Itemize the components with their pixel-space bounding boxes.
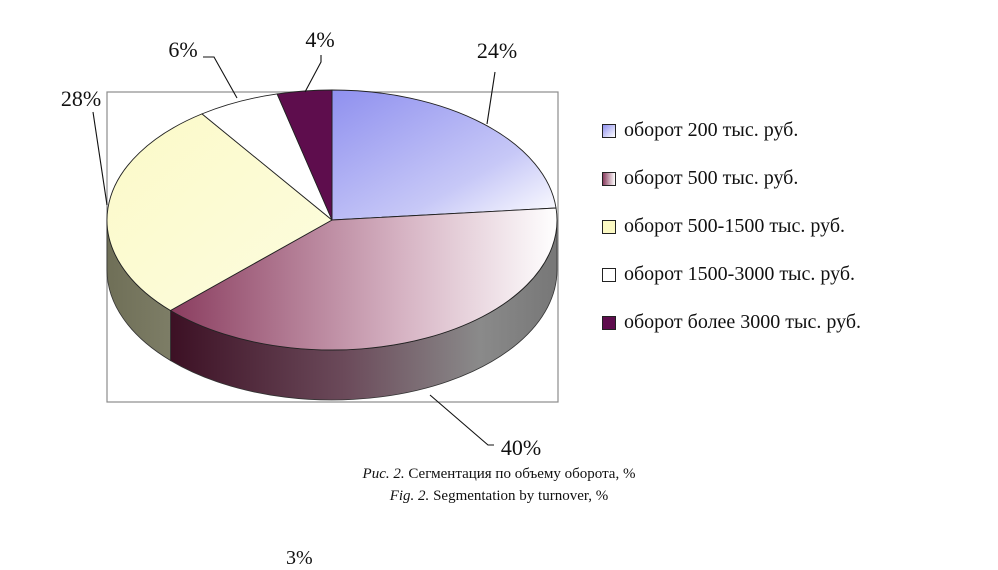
pie-data-label: 6% [168,37,197,62]
legend-item: оборот 1500-3000 тыс. руб. [602,260,861,308]
legend-label: оборот 200 тыс. руб. [624,119,799,141]
caption-prefix: Рис. 2. [362,466,405,482]
label-leader-line [92,111,108,206]
caption-text: Segmentation by turnover, % [433,488,609,504]
data-label-layer: 24% 40% 28% 6% 4% [61,27,541,460]
pie-slice [106,113,333,312]
figure-caption-en: Fig. 2. Segmentation by turnover, % [0,488,998,505]
caption-prefix: Fig. 2. [389,488,430,504]
legend-item: оборот 500-1500 тыс. руб. [602,212,861,260]
label-leader-line [304,55,322,93]
pie-slice [331,89,557,221]
pie-data-label: 4% [305,27,334,52]
pie-data-label: 24% [477,38,517,63]
caption-text: Сегментация по объему оборота, % [408,466,636,482]
legend-swatch [602,172,616,186]
pie-slice [169,207,558,351]
label-leader-layer [92,55,496,446]
legend-swatch [602,220,616,234]
pie-top-layer [106,89,558,351]
next-figure-cut-label: 3% [286,547,313,569]
pie-slice [276,89,333,221]
label-leader-line [203,56,238,99]
figure-caption-ru: Рис. 2. Сегментация по объему оборота, % [0,466,998,483]
legend-label: оборот 1500-3000 тыс. руб. [624,263,856,285]
chart-legend: оборот 200 тыс. руб. оборот 500 тыс. руб… [602,116,861,356]
label-leader-line [429,394,494,446]
pie-chart: 24% 40% 28% 6% 4% [61,27,559,460]
legend-swatch [602,316,616,330]
legend-item: оборот более 3000 тыс. руб. [602,308,861,356]
pie-data-label: 28% [61,86,101,111]
legend-item: оборот 500 тыс. руб. [602,164,861,212]
legend-label: оборот 500 тыс. руб. [624,167,799,189]
label-leader-line [486,71,496,125]
pie-data-label: 40% [501,435,541,460]
legend-item: оборот 200 тыс. руб. [602,116,861,164]
legend-swatch [602,124,616,138]
legend-label: оборот 500-1500 тыс. руб. [624,215,846,237]
legend-swatch [602,268,616,282]
legend-label: оборот более 3000 тыс. руб. [624,311,862,333]
